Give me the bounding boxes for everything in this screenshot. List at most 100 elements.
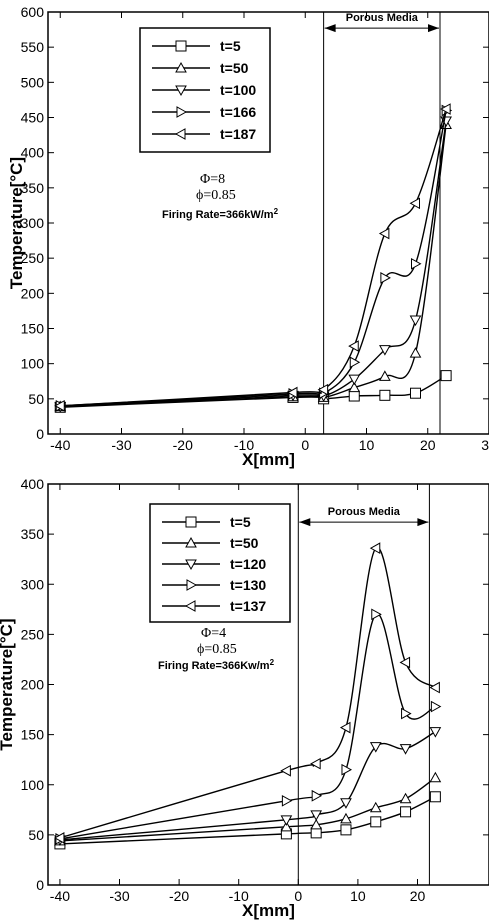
x-tick-label: 0 (294, 888, 302, 904)
data-point (429, 771, 442, 783)
legend-label: t=5 (230, 514, 251, 530)
x-tick-label: 30 (481, 437, 489, 453)
data-point (409, 315, 422, 327)
y-tick-label: 450 (21, 110, 45, 126)
series-t=187 (54, 103, 451, 412)
phi-lower-label: ϕ=0.85 (196, 188, 236, 203)
data-point (369, 542, 381, 555)
legend-box (149, 503, 291, 623)
data-point (340, 812, 352, 824)
data-point (380, 272, 391, 284)
data-point (310, 818, 323, 830)
data-point (286, 386, 298, 399)
series-t=100 (54, 116, 452, 413)
legend-marker (186, 579, 198, 591)
data-point (348, 381, 361, 393)
arrowhead-right (417, 518, 429, 527)
y-tick-label: 250 (21, 626, 45, 642)
x-axis-label: X[mm] (242, 450, 295, 469)
y-tick-label: 50 (28, 391, 44, 407)
arrowhead-left (324, 24, 336, 33)
data-point (340, 824, 352, 836)
legend-label: t=50 (220, 60, 249, 76)
y-tick-label: 200 (21, 285, 45, 301)
x-axis-label: X[mm] (242, 901, 295, 920)
data-point (430, 700, 442, 713)
data-point (370, 816, 382, 828)
data-point (349, 356, 361, 369)
y-tick-label: 50 (28, 827, 44, 843)
data-point (348, 340, 359, 352)
data-point (400, 806, 412, 818)
data-point (280, 764, 291, 777)
data-point (409, 197, 420, 210)
data-point (341, 763, 353, 776)
legend-label: t=166 (220, 104, 256, 120)
legend-marker (175, 40, 187, 52)
data-point (280, 820, 293, 832)
y-tick-label: 300 (21, 576, 45, 592)
legend-label: t=120 (230, 556, 266, 572)
series-line (60, 120, 447, 408)
y-axis-label: Temperature[°C] (0, 618, 16, 750)
data-point (369, 742, 382, 753)
y-tick-label: 300 (21, 215, 45, 231)
series-line (60, 110, 447, 407)
legend-marker (185, 559, 197, 571)
y-axis-label: Temperature[°C] (7, 157, 26, 289)
x-tick-label: -30 (111, 437, 131, 453)
legend-marker (184, 600, 196, 612)
data-point (53, 832, 65, 844)
data-point (379, 389, 391, 401)
series-line (60, 108, 447, 407)
series-t=5 (54, 791, 441, 850)
x-tick-label: 20 (410, 888, 426, 904)
x-tick-label: -40 (50, 888, 70, 904)
series-t=50 (54, 771, 442, 846)
arrowhead-left (299, 518, 311, 527)
x-tick-label: -40 (50, 437, 70, 453)
data-point (317, 383, 329, 396)
y-tick-label: 350 (21, 180, 45, 196)
data-point (311, 789, 323, 802)
data-point (410, 387, 421, 399)
y-tick-label: 600 (21, 4, 45, 20)
series-t=50 (54, 118, 452, 412)
y-tick-label: 200 (21, 677, 45, 693)
y-tick-label: 100 (21, 356, 45, 372)
data-point (440, 103, 451, 115)
legend-label: t=130 (230, 577, 266, 593)
x-tick-label: -20 (169, 888, 189, 904)
legend-label: t=137 (230, 598, 266, 614)
data-point (429, 727, 442, 738)
x-tick-label: -20 (173, 437, 193, 453)
temperature-chart-phi-8: 050100150200250300350400450500550600-40-… (7, 4, 489, 469)
x-tick-label: 0 (301, 437, 309, 453)
data-point (281, 794, 293, 807)
data-point (348, 390, 360, 402)
legend-marker (185, 536, 197, 548)
x-tick-label: -30 (109, 888, 129, 904)
phi-lower-label: ϕ=0.85 (197, 642, 237, 657)
x-tick-label: -10 (234, 437, 254, 453)
data-point (379, 345, 391, 356)
data-point (401, 707, 412, 720)
y-tick-label: 0 (36, 426, 44, 442)
legend-label: t=5 (220, 38, 241, 54)
y-tick-label: 400 (21, 476, 45, 492)
firing-rate-superscript: 2 (270, 658, 275, 667)
firing-rate-label: Firing Rate=366Kw/m2 (158, 658, 275, 672)
porous-media-label: Porous Media (328, 506, 401, 518)
series-line (59, 613, 436, 840)
data-point (399, 744, 412, 755)
data-point (371, 608, 382, 621)
data-point (378, 227, 390, 240)
series-t=120 (54, 727, 442, 846)
legend-marker (175, 61, 187, 73)
x-tick-label: -10 (229, 888, 249, 904)
data-point (339, 721, 351, 734)
series-t=130 (55, 608, 442, 845)
x-tick-label: 10 (359, 437, 375, 453)
legend-label: t=50 (230, 535, 259, 551)
legend-marker (175, 85, 187, 97)
